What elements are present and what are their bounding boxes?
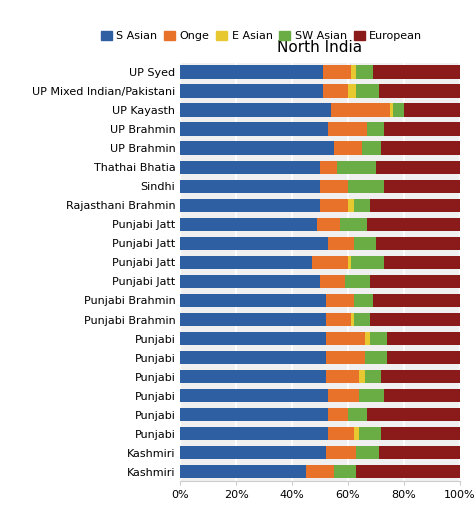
Bar [180, 161, 320, 174]
Bar [351, 256, 384, 269]
Bar [376, 161, 460, 174]
Bar [180, 179, 320, 193]
Bar [348, 256, 351, 269]
Bar [334, 142, 362, 155]
Bar [326, 370, 359, 383]
Bar [382, 142, 460, 155]
Bar [328, 427, 354, 440]
Bar [180, 256, 311, 269]
Bar [392, 104, 404, 117]
Bar [311, 256, 348, 269]
Bar [382, 370, 460, 383]
Bar [354, 427, 359, 440]
Bar [354, 199, 370, 212]
Bar [384, 256, 460, 269]
Bar [180, 236, 328, 251]
Bar [365, 370, 382, 383]
Bar [180, 408, 328, 422]
Bar [180, 332, 326, 345]
Bar [367, 122, 384, 136]
Bar [382, 427, 460, 440]
Bar [339, 218, 367, 231]
Bar [351, 313, 354, 326]
Bar [370, 275, 460, 288]
Bar [334, 465, 356, 479]
Bar [328, 122, 367, 136]
Bar [180, 218, 317, 231]
Bar [379, 446, 460, 460]
Bar [345, 275, 370, 288]
Legend: S Asian, Onge, E Asian, SW Asian, European: S Asian, Onge, E Asian, SW Asian, Europe… [96, 27, 427, 46]
Bar [387, 332, 460, 345]
Bar [320, 179, 348, 193]
Bar [180, 389, 328, 402]
Bar [367, 408, 460, 422]
Bar [326, 351, 365, 365]
Bar [373, 293, 460, 308]
Bar [356, 84, 379, 98]
Bar [384, 122, 460, 136]
Bar [384, 179, 460, 193]
Bar [180, 313, 326, 326]
Bar [180, 104, 331, 117]
Bar [376, 236, 460, 251]
Bar [359, 389, 384, 402]
Bar [326, 332, 365, 345]
Bar [354, 236, 376, 251]
Bar [180, 446, 326, 460]
Bar [356, 465, 460, 479]
Bar [328, 389, 359, 402]
Bar [337, 161, 376, 174]
Bar [180, 275, 320, 288]
Bar [180, 351, 326, 365]
Bar [328, 236, 354, 251]
Bar [354, 293, 373, 308]
Bar [180, 465, 306, 479]
Bar [320, 199, 348, 212]
Bar [326, 446, 356, 460]
Bar [356, 446, 379, 460]
Bar [326, 313, 351, 326]
Bar [180, 427, 328, 440]
Bar [320, 161, 337, 174]
Bar [180, 65, 323, 79]
Bar [365, 351, 387, 365]
Bar [365, 332, 370, 345]
Bar [180, 142, 334, 155]
Bar [387, 351, 460, 365]
Bar [359, 427, 382, 440]
Bar [323, 65, 351, 79]
Bar [317, 218, 339, 231]
Bar [180, 84, 323, 98]
Bar [354, 313, 370, 326]
Bar [180, 293, 326, 308]
Bar [348, 199, 354, 212]
Bar [379, 84, 460, 98]
Bar [326, 293, 354, 308]
Bar [348, 408, 367, 422]
Bar [328, 408, 348, 422]
Bar [370, 332, 387, 345]
Bar [348, 84, 356, 98]
Bar [180, 122, 328, 136]
Bar [180, 370, 326, 383]
Bar [404, 104, 460, 117]
Bar [362, 142, 382, 155]
Bar [351, 65, 356, 79]
Bar [348, 179, 384, 193]
Bar [384, 389, 460, 402]
Bar [367, 218, 460, 231]
Bar [390, 104, 392, 117]
Bar [359, 370, 365, 383]
Bar [180, 199, 320, 212]
Bar [320, 275, 345, 288]
Bar [373, 65, 460, 79]
Bar [306, 465, 334, 479]
Bar [370, 199, 460, 212]
Bar [356, 65, 373, 79]
Bar [331, 104, 390, 117]
Title: North India: North India [277, 40, 363, 54]
Bar [323, 84, 348, 98]
Bar [370, 313, 460, 326]
